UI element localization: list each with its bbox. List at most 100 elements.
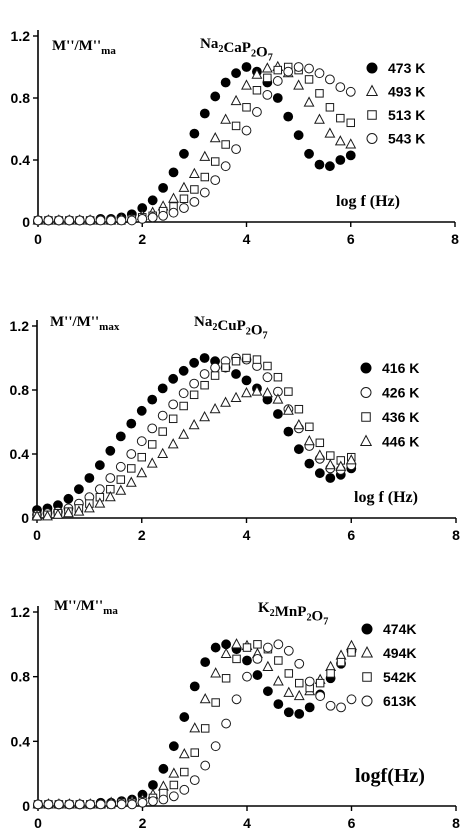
data-point [116, 215, 127, 226]
data-point [168, 414, 178, 424]
data-point [210, 741, 221, 752]
legend-label: 494K [383, 645, 416, 661]
data-point [158, 794, 169, 805]
data-point [314, 113, 325, 124]
data-point [304, 458, 315, 469]
x-tick-label: 6 [347, 231, 355, 247]
data-point [273, 409, 283, 419]
legend-label: 416 K [382, 360, 419, 376]
data-point [315, 89, 324, 98]
data-point [315, 691, 326, 701]
data-point [241, 79, 252, 90]
data-point [168, 167, 179, 178]
data-point [347, 648, 356, 657]
data-point [231, 369, 241, 379]
data-point [52, 508, 64, 519]
legend-label: 474K [383, 621, 416, 637]
data-point [346, 118, 355, 128]
data-point [251, 385, 263, 396]
series-426k [32, 353, 357, 520]
data-point [345, 86, 356, 97]
data-point [189, 681, 200, 692]
y-tick-label: 0 [22, 214, 30, 230]
x-tick-label: 0 [34, 231, 42, 247]
data-point [210, 91, 221, 102]
data-point [188, 418, 200, 430]
data-point [210, 362, 220, 373]
data-point [210, 175, 221, 186]
legend-marker [360, 362, 372, 374]
x-tick-label: 4 [243, 231, 251, 247]
data-point [293, 689, 305, 701]
data-point [127, 464, 136, 473]
data-point [231, 694, 242, 705]
legend-marker [365, 84, 379, 96]
data-point [199, 108, 210, 119]
x-tick-label: 2 [138, 527, 146, 543]
data-point [314, 159, 325, 170]
data-point [64, 215, 75, 226]
data-point [74, 215, 85, 226]
data-point [33, 215, 43, 226]
data-point [211, 698, 220, 707]
data-point [199, 150, 211, 161]
data-point [220, 77, 231, 88]
data-point [62, 506, 74, 518]
legend-label: 473 K [388, 60, 425, 76]
legend-label: 493 K [388, 84, 425, 100]
x-tick-label: 8 [452, 815, 460, 831]
x-tick-label: 0 [33, 527, 41, 543]
data-point [126, 418, 137, 429]
data-point [158, 763, 169, 774]
y-tick-label: 0.4 [11, 733, 31, 749]
data-point [345, 454, 357, 465]
data-point [324, 458, 336, 470]
data-point [116, 799, 127, 810]
data-point [178, 428, 190, 439]
data-point [147, 423, 158, 434]
data-point [189, 722, 201, 733]
x-tick-label: 6 [348, 815, 356, 831]
data-point [63, 493, 74, 504]
data-point [335, 649, 347, 660]
data-point [158, 427, 167, 436]
data-point [137, 797, 148, 808]
data-point [272, 93, 283, 103]
legend-marker [366, 133, 378, 144]
data-point [179, 203, 189, 213]
data-point [179, 148, 189, 159]
data-point [209, 132, 221, 143]
data-point [241, 62, 252, 72]
data-point [200, 724, 210, 733]
data-point [210, 157, 220, 166]
data-point [178, 181, 190, 192]
legend-marker [366, 62, 378, 74]
data-point [335, 82, 346, 93]
data-point [158, 183, 169, 193]
data-point [294, 658, 305, 669]
y-tick-label: 0.8 [10, 382, 30, 398]
data-point [220, 647, 232, 659]
data-point [304, 63, 314, 74]
legend-label: 543 K [388, 131, 425, 147]
data-point [242, 353, 251, 363]
data-point [221, 639, 232, 650]
chart-panel-2: 0 2 4 6 8 0 0.4 0.8 1.2 Na2CuP2O7 M''/M''max log f … [10, 314, 461, 543]
legend-label: 446 K [382, 434, 419, 450]
data-point [263, 361, 272, 371]
data-point [188, 167, 200, 178]
data-point [230, 94, 242, 106]
data-point [178, 388, 189, 399]
data-point [283, 426, 294, 437]
legend-marker [359, 434, 373, 446]
data-point [232, 654, 241, 664]
data-point [178, 365, 189, 376]
data-point [199, 353, 210, 363]
x-tick-label: 2 [139, 815, 147, 831]
data-point [74, 484, 84, 495]
data-point [178, 748, 190, 759]
legend-marker [361, 623, 373, 635]
data-point [168, 741, 179, 752]
data-point [148, 780, 158, 790]
x-tick-label: 2 [138, 231, 146, 247]
